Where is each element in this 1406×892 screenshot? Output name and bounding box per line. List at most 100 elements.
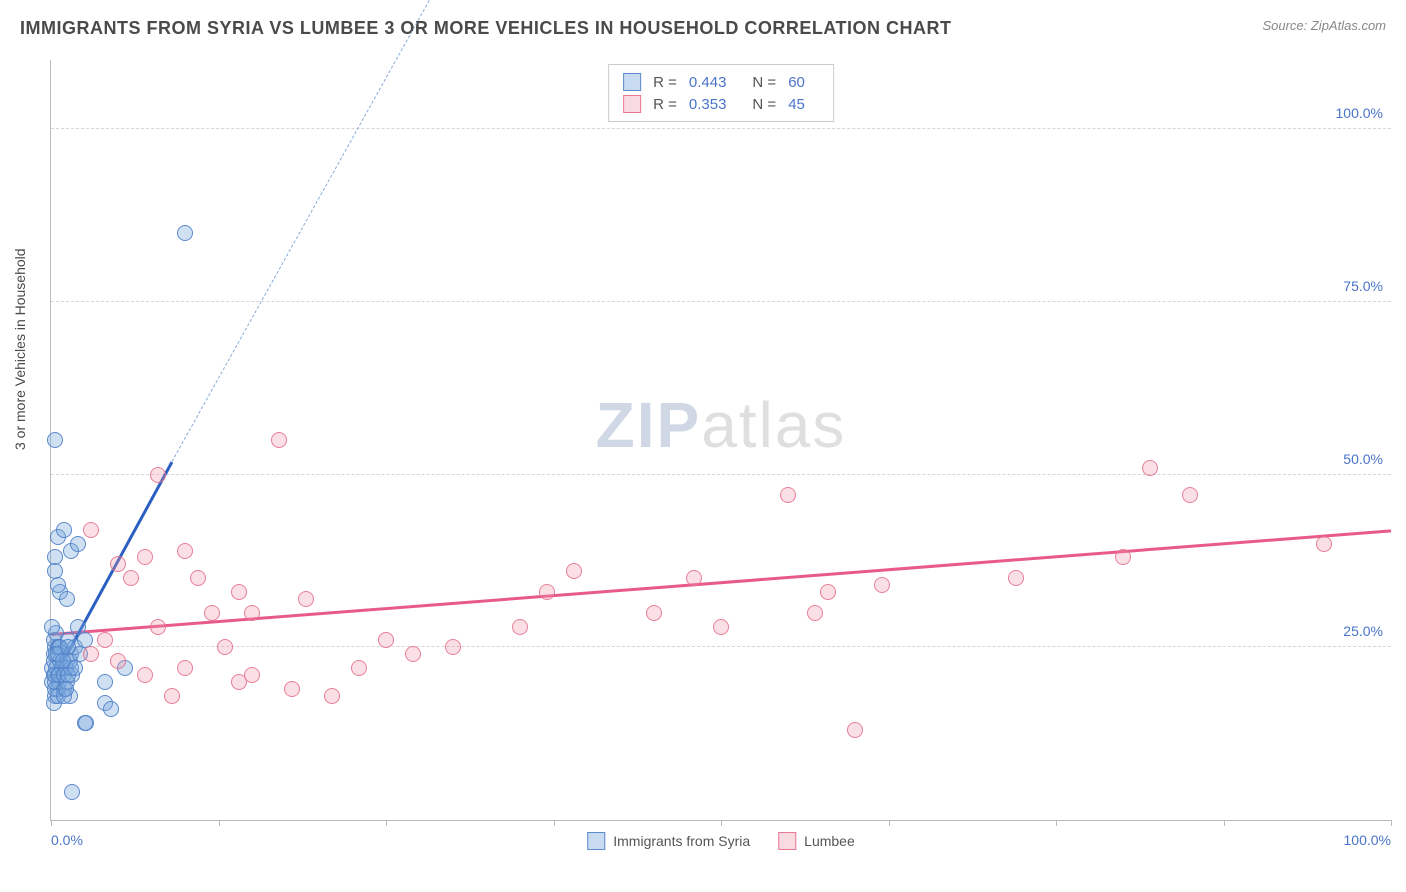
data-point-lumbee: [177, 660, 193, 676]
data-point-lumbee: [566, 563, 582, 579]
data-point-lumbee: [351, 660, 367, 676]
data-point-lumbee: [298, 591, 314, 607]
legend-item: Immigrants from Syria: [587, 832, 750, 850]
data-point-lumbee: [110, 556, 126, 572]
data-point-lumbee: [97, 632, 113, 648]
stat-label: R =: [653, 74, 677, 91]
data-point-lumbee: [1182, 487, 1198, 503]
legend-series: Immigrants from Syria Lumbee: [587, 832, 855, 850]
y-tick-label: 75.0%: [1343, 278, 1383, 294]
data-point-syria: [70, 536, 86, 552]
data-point-lumbee: [83, 646, 99, 662]
trend-line-syria-extrapolated: [171, 0, 453, 461]
data-point-syria: [177, 225, 193, 241]
data-point-lumbee: [874, 577, 890, 593]
data-point-lumbee: [244, 605, 260, 621]
x-tick: [1056, 820, 1057, 826]
chart-title: IMMIGRANTS FROM SYRIA VS LUMBEE 3 OR MOR…: [20, 18, 952, 39]
data-point-syria: [47, 432, 63, 448]
data-point-lumbee: [244, 667, 260, 683]
legend-swatch-icon: [623, 95, 641, 113]
legend-swatch-icon: [778, 832, 796, 850]
data-point-lumbee: [847, 722, 863, 738]
data-point-lumbee: [177, 543, 193, 559]
data-point-syria: [78, 715, 94, 731]
data-point-lumbee: [405, 646, 421, 662]
legend-swatch-icon: [587, 832, 605, 850]
data-point-lumbee: [150, 467, 166, 483]
data-point-syria: [58, 681, 74, 697]
data-point-syria: [55, 653, 71, 669]
data-point-syria: [44, 619, 60, 635]
data-point-lumbee: [190, 570, 206, 586]
watermark: ZIPatlas: [596, 388, 847, 462]
data-point-lumbee: [713, 619, 729, 635]
data-point-lumbee: [271, 432, 287, 448]
y-tick-label: 50.0%: [1343, 451, 1383, 467]
data-point-lumbee: [137, 549, 153, 565]
stat-value: 0.353: [689, 96, 727, 113]
data-point-lumbee: [1008, 570, 1024, 586]
data-point-lumbee: [324, 688, 340, 704]
data-point-syria: [47, 549, 63, 565]
y-axis-label: 3 or more Vehicles in Household: [12, 248, 28, 450]
legend-item: Lumbee: [778, 832, 855, 850]
x-tick: [1391, 820, 1392, 826]
stat-value: 0.443: [689, 74, 727, 91]
data-point-syria: [59, 591, 75, 607]
data-point-syria: [60, 639, 76, 655]
x-tick: [386, 820, 387, 826]
legend-swatch-icon: [623, 73, 641, 91]
data-point-lumbee: [204, 605, 220, 621]
legend-stats-box: R = 0.443 N = 60 R = 0.353 N = 45: [608, 64, 834, 122]
legend-label: Immigrants from Syria: [613, 833, 750, 849]
gridline: [51, 474, 1391, 475]
x-tick: [51, 820, 52, 826]
y-tick-label: 100.0%: [1336, 105, 1383, 121]
data-point-lumbee: [445, 639, 461, 655]
stat-label: R =: [653, 96, 677, 113]
data-point-lumbee: [110, 653, 126, 669]
data-point-lumbee: [1115, 549, 1131, 565]
x-tick: [219, 820, 220, 826]
data-point-syria: [64, 784, 80, 800]
y-tick-label: 25.0%: [1343, 623, 1383, 639]
data-point-lumbee: [137, 667, 153, 683]
plot-area: ZIPatlas R =0.443N =60R =0.353N =45 Immi…: [50, 60, 1391, 821]
data-point-lumbee: [512, 619, 528, 635]
data-point-lumbee: [284, 681, 300, 697]
data-point-syria: [56, 522, 72, 538]
gridline: [51, 128, 1391, 129]
data-point-lumbee: [217, 639, 233, 655]
data-point-lumbee: [150, 619, 166, 635]
legend-stats-row: R = 0.353 N = 45: [623, 93, 819, 115]
data-point-lumbee: [1316, 536, 1332, 552]
data-point-lumbee: [686, 570, 702, 586]
legend-label: Lumbee: [804, 833, 855, 849]
source-attribution: Source: ZipAtlas.com: [1262, 18, 1386, 33]
data-point-lumbee: [780, 487, 796, 503]
x-tick-label: 100.0%: [1344, 832, 1391, 848]
x-tick-label: 0.0%: [51, 832, 83, 848]
data-point-lumbee: [231, 584, 247, 600]
chart-container: 3 or more Vehicles in Household ZIPatlas…: [0, 50, 1406, 892]
data-point-syria: [103, 701, 119, 717]
stat-value: 60: [788, 74, 805, 91]
gridline: [51, 301, 1391, 302]
data-point-syria: [97, 674, 113, 690]
data-point-lumbee: [646, 605, 662, 621]
x-tick: [889, 820, 890, 826]
data-point-lumbee: [378, 632, 394, 648]
x-tick: [554, 820, 555, 826]
stat-value: 45: [788, 96, 805, 113]
x-tick: [721, 820, 722, 826]
data-point-lumbee: [123, 570, 139, 586]
data-point-lumbee: [1142, 460, 1158, 476]
data-point-lumbee: [807, 605, 823, 621]
gridline: [51, 646, 1391, 647]
data-point-lumbee: [820, 584, 836, 600]
stat-label: N =: [752, 96, 776, 113]
x-tick: [1224, 820, 1225, 826]
legend-stats-row: R =0.443N =60: [623, 71, 819, 93]
data-point-lumbee: [539, 584, 555, 600]
